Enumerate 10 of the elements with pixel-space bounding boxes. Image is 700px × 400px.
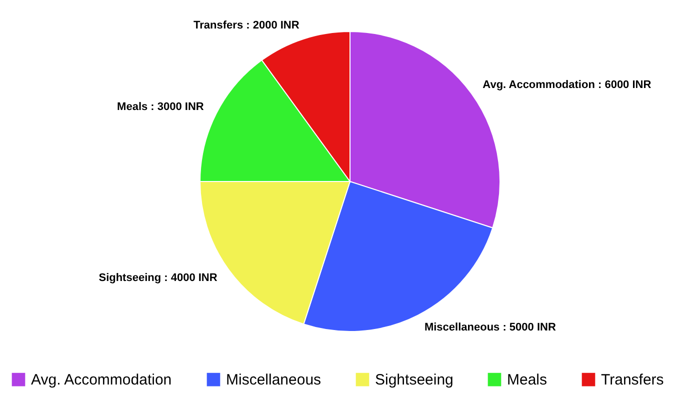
data-label: Miscellaneous : 5000 INR [424,322,556,334]
data-label: Meals : 3000 INR [117,101,204,114]
data-label: Sightseeing : 4000 INR [98,272,218,284]
data-label: Avg. Accommodation : 6000 INR [482,79,652,92]
legend-label: Miscellaneous [226,372,322,389]
legend-label: Sightseeing [375,372,454,389]
data-label: Transfers : 2000 INR [194,20,300,32]
legend-label: Transfers [601,372,664,389]
legend-label: Avg. Accommodation [31,372,172,389]
legend-label: Meals [507,372,548,389]
